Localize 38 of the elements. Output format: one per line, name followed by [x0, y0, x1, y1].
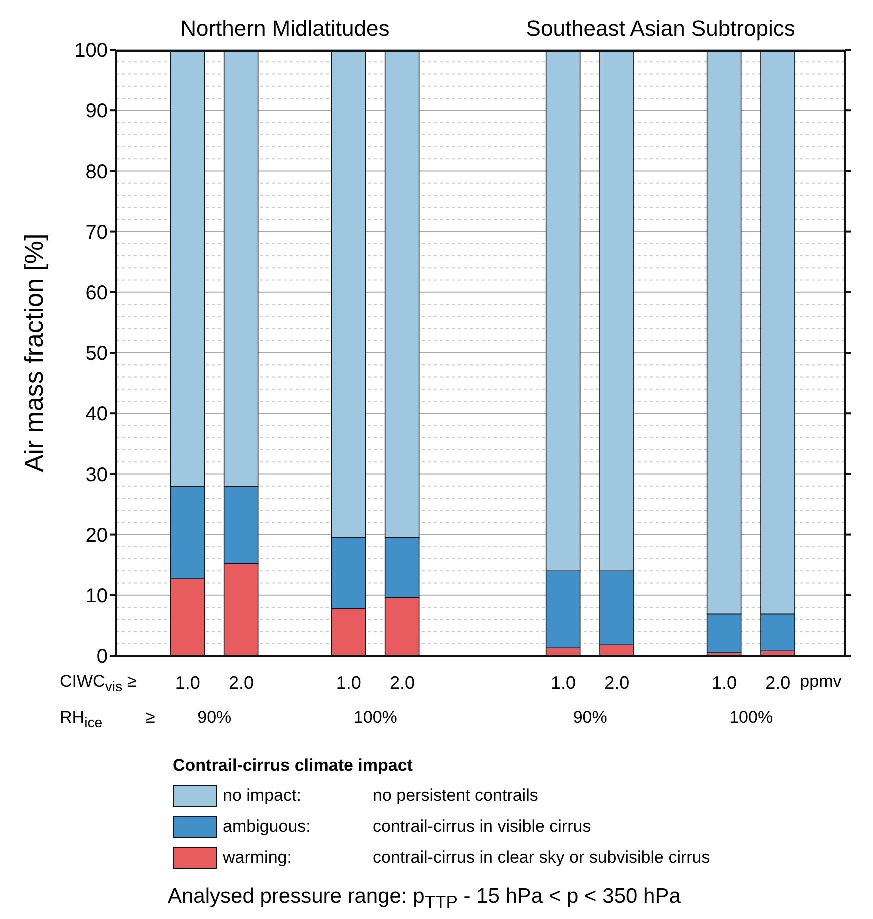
y-tick-label: 50 [86, 343, 108, 366]
legend-title: Contrail-cirrus climate impact [173, 756, 414, 776]
y-tick-label: 60 [86, 282, 108, 304]
text: ≥ [146, 708, 156, 728]
text: Northern Midlatitudes [180, 16, 390, 42]
y-tick-label: 40 [86, 404, 108, 426]
text: CIWC$_{vis}$ ≥ [60, 672, 137, 696]
legend-label: warming: [223, 848, 293, 868]
legend-label: ambiguous: [223, 816, 312, 836]
y-tick-label: 10 [86, 586, 108, 608]
y-axis-title: Air mass fraction [%] [19, 234, 50, 472]
x-tick-label: 1.0 [550, 672, 576, 693]
x-tick-label: 1.0 [712, 672, 738, 693]
y-tick-label: 80 [86, 161, 108, 184]
text: no persistent contrails [373, 786, 538, 806]
legend-label: no impact: [223, 786, 302, 806]
x-tick-label: 2.0 [390, 672, 416, 693]
text: Southeast Asian Subtropics [526, 16, 796, 42]
text: 90% [573, 708, 608, 728]
y-tick-label: 20 [86, 524, 108, 547]
x-tick-label: 1.0 [336, 672, 362, 693]
text: ppmv [800, 672, 842, 692]
text: 100% [730, 708, 774, 728]
x-tick-label: 2.0 [766, 672, 791, 693]
text: Analysed pressure range: p$_{TTP}$ - 15 hPa < p < 350 hPa [168, 885, 681, 912]
text: contrail-cirrus in visible cirrus [373, 816, 592, 836]
x-tick-label: 1.0 [175, 672, 200, 693]
x-tick-label: 2.0 [228, 672, 254, 693]
text: contrail-cirrus in clear sky or subvisible cirrus [373, 848, 710, 868]
y-tick-label: 100 [74, 40, 108, 62]
text: 90% [198, 708, 232, 728]
text: RH$_{ice}$ [60, 708, 103, 732]
y-tick-label: 70 [86, 222, 108, 244]
y-tick-label: 90 [86, 100, 108, 123]
text: 100% [354, 708, 398, 728]
y-tick-label: 0 [96, 646, 108, 668]
y-tick-label: 30 [86, 464, 108, 486]
x-tick-label: 2.0 [604, 672, 630, 693]
